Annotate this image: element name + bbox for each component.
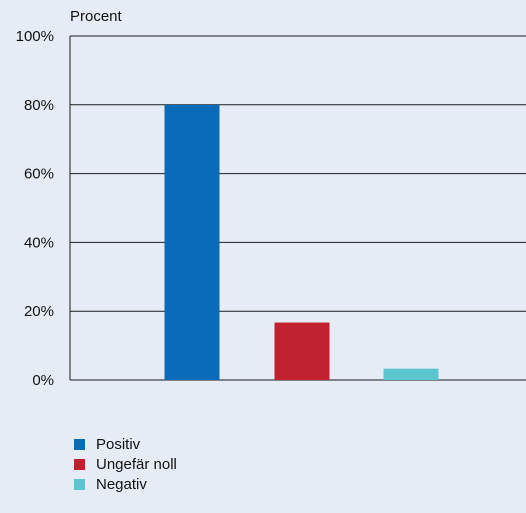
bar-2	[383, 368, 439, 380]
bar-0	[164, 104, 220, 381]
bars	[164, 104, 439, 381]
legend-swatch	[74, 479, 85, 490]
y-tick-label: 20%	[24, 303, 54, 320]
y-tick-label: 80%	[24, 97, 54, 114]
y-axis-label: Procent	[70, 8, 123, 25]
y-tick-label: 60%	[24, 166, 54, 183]
y-tick-label: 40%	[24, 234, 54, 251]
legend-label: Negativ	[96, 476, 147, 493]
y-tick-label: 100%	[16, 28, 54, 45]
gridlines	[69, 35, 526, 381]
y-tick-labels: 0% 20% 40% 60% 80% 100%	[16, 28, 54, 389]
legend: Positiv Ungefär noll Negativ	[74, 436, 177, 493]
legend-swatch	[74, 459, 85, 470]
bar-1	[274, 322, 330, 380]
legend-label: Ungefär noll	[96, 456, 177, 473]
legend-label: Positiv	[96, 436, 141, 453]
y-tick-label: 0%	[32, 372, 54, 389]
legend-swatch	[74, 439, 85, 450]
